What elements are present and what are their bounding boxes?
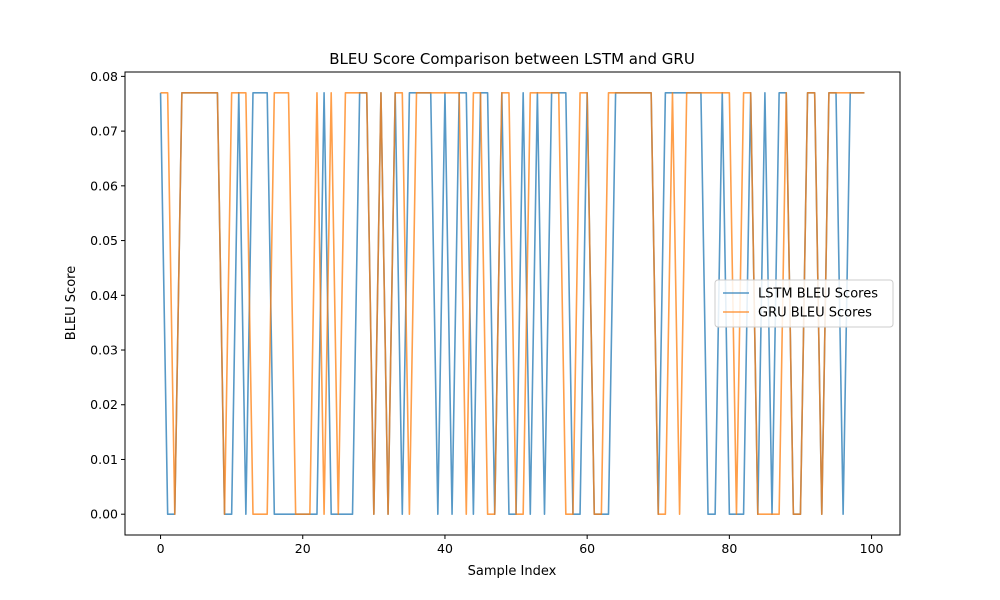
x-tick-label: 100: [860, 541, 884, 556]
legend: LSTM BLEU Scores GRU BLEU Scores: [714, 279, 894, 328]
legend-label-lstm: LSTM BLEU Scores: [758, 287, 878, 302]
x-tick-label: 0: [157, 541, 165, 556]
legend-box: [714, 279, 894, 328]
x-tick-label: 40: [437, 541, 453, 556]
legend-label-gru: GRU BLEU Scores: [758, 306, 872, 321]
y-tick-label: 0.05: [90, 233, 118, 248]
x-tick-label: 20: [295, 541, 311, 556]
y-tick-label: 0.02: [90, 397, 118, 412]
y-tick-label: 0.06: [90, 178, 118, 193]
plot-frame: [124, 71, 901, 536]
y-axis-label: BLEU Score: [64, 266, 79, 340]
y-tick-label: 0.04: [90, 288, 118, 303]
y-tick-label: 0.01: [90, 452, 118, 467]
y-tick-label: 0.03: [90, 343, 118, 358]
y-tick-label: 0.08: [90, 69, 118, 84]
x-tick-label: 80: [721, 541, 737, 556]
series-line-gru: [160, 92, 865, 516]
x-axis-ticks: 0 20 40 60 80 100: [157, 535, 884, 556]
y-axis-ticks: 0.00 0.01 0.02 0.03 0.04 0.05 0.06 0.07 0.08: [90, 69, 125, 522]
x-tick-label: 60: [579, 541, 595, 556]
chart-title: BLEU Score Comparison between LSTM and G…: [329, 50, 695, 68]
y-tick-label: 0.00: [90, 507, 118, 522]
y-tick-label: 0.07: [90, 124, 118, 139]
x-axis-label: Sample Index: [468, 564, 557, 579]
